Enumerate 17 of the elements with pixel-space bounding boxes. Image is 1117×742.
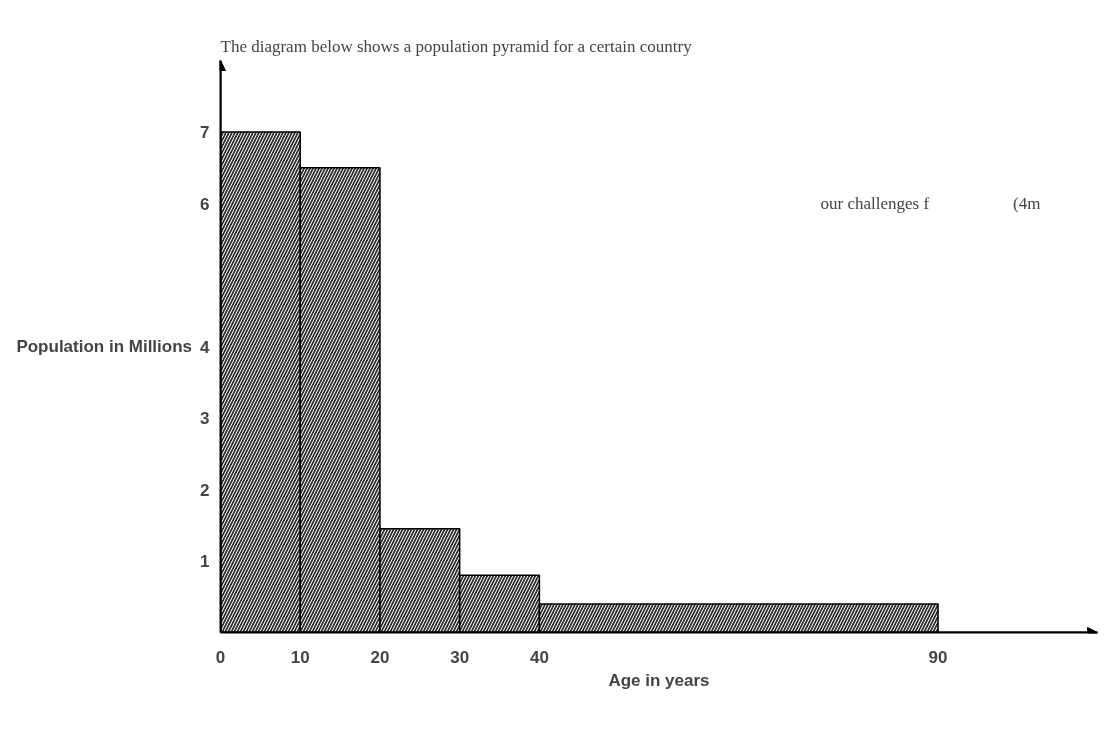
y-tick-label: 6	[200, 194, 210, 214]
x-tick-label: 90	[928, 647, 948, 667]
annotation: our challenges f	[820, 193, 930, 213]
y-tick-label: 4	[200, 337, 211, 357]
x-tick-label: 10	[290, 647, 310, 667]
x-tick-label: 0	[215, 647, 226, 667]
chart-title: The diagram below shows a population pyramid for a certain country	[220, 36, 693, 56]
x-axis-title: Age in years	[608, 670, 710, 690]
x-tick-label: 30	[450, 647, 470, 667]
x-tick-label: 40	[529, 647, 549, 667]
x-tick-label: 20	[370, 647, 390, 667]
y-tick-label: 1	[200, 552, 210, 571]
annotation: (4m	[1013, 193, 1041, 213]
y-tick-label: 7	[200, 123, 210, 142]
y-tick-label: 3	[200, 409, 210, 428]
y-axis-title: Population in Millions	[16, 337, 193, 356]
y-tick-label: 2	[200, 480, 210, 500]
